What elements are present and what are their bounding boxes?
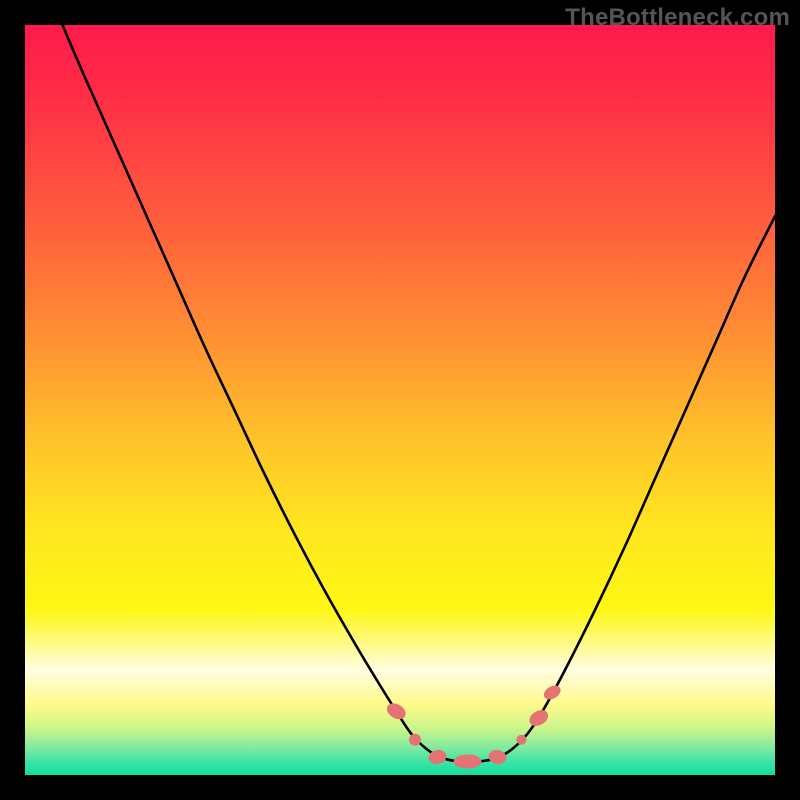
trough-marker xyxy=(454,755,482,769)
attribution-label: TheBottleneck.com xyxy=(565,4,790,32)
plot-background xyxy=(25,25,775,775)
trough-marker xyxy=(409,734,421,746)
bottleneck-curve-plot xyxy=(0,0,800,800)
chart-stage: TheBottleneck.com xyxy=(0,0,800,800)
trough-marker xyxy=(517,735,527,745)
